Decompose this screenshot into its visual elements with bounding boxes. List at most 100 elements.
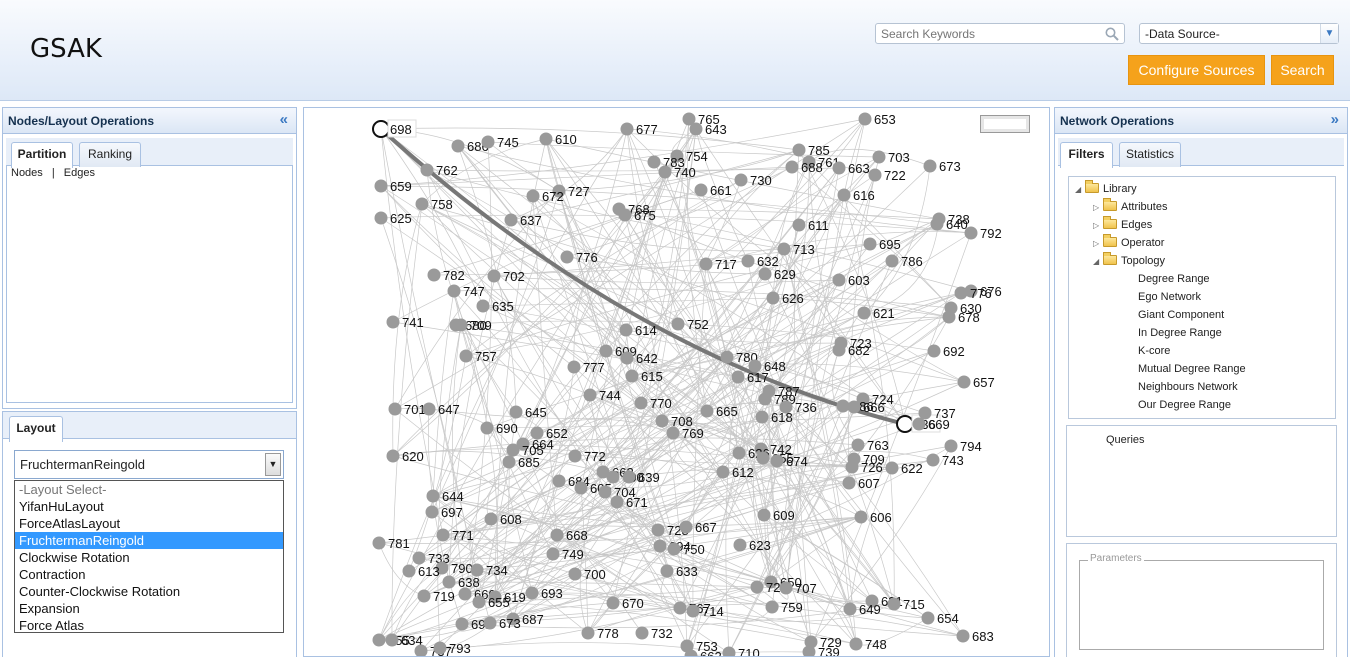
graph-node[interactable] [412,551,426,565]
graph-node[interactable] [433,641,447,655]
graph-node[interactable] [686,604,700,618]
tab-filters[interactable]: Filters [1060,142,1113,168]
graph-node[interactable] [679,520,693,534]
graph-node[interactable] [454,318,468,332]
layout-option[interactable]: -Layout Select- [19,482,107,497]
graph-node[interactable] [758,392,772,406]
chevron-down-icon[interactable]: ▼ [265,453,281,476]
graph-node[interactable] [732,446,746,460]
graph-node[interactable] [599,344,613,358]
graph-node[interactable] [455,617,469,631]
graph-node[interactable] [944,439,958,453]
graph-node[interactable] [488,590,502,604]
graph-node[interactable] [863,237,877,251]
collapse-right-icon[interactable]: » [1330,111,1339,128]
graph-node[interactable] [484,512,498,526]
graph-node[interactable] [516,437,530,451]
graph-node[interactable] [386,315,400,329]
graph-node[interactable] [766,291,780,305]
graph-node[interactable] [483,616,497,630]
graph-node[interactable] [606,596,620,610]
graph-node[interactable] [647,155,661,169]
collapsed-arrow-icon[interactable]: ▷ [1093,203,1100,212]
layout-option[interactable]: YifanHuLayout [19,499,104,514]
graph-node[interactable] [836,399,850,413]
graph-node[interactable] [567,360,581,374]
graph-node[interactable] [785,160,799,174]
graph-node[interactable] [856,392,870,406]
graph-node[interactable] [374,179,388,193]
graph-node[interactable] [415,197,429,211]
chevron-down-icon[interactable]: ▼ [1320,24,1338,43]
graph-node[interactable] [757,508,771,522]
graph-node[interactable] [680,639,694,653]
graph-node[interactable] [487,269,501,283]
graph-node[interactable] [546,547,560,561]
tab-layout[interactable]: Layout [9,416,63,442]
search-field[interactable] [875,23,1125,44]
graph-node[interactable] [832,161,846,175]
graph-node[interactable] [372,120,390,138]
graph-node[interactable] [684,649,698,657]
graph-node[interactable] [420,163,434,177]
layout-option[interactable]: Counter-Clockwise Rotation [19,584,181,599]
graph-node[interactable] [417,589,431,603]
graph-node[interactable] [425,505,439,519]
graph-node[interactable] [722,646,736,657]
graph-node[interactable] [849,637,863,651]
graph-node[interactable] [427,268,441,282]
graph-node[interactable] [502,455,516,469]
graph-node[interactable] [504,213,518,227]
graph-node[interactable] [658,165,672,179]
filter-mutual-degree-range[interactable]: Mutual Degree Range [1138,363,1246,375]
graph-node[interactable] [921,611,935,625]
graph-node[interactable] [845,460,859,474]
data-source-select[interactable]: -Data Source- ▼ [1139,23,1339,44]
graph-node[interactable] [930,217,944,231]
graph-node[interactable] [755,410,769,424]
graph-node[interactable] [526,189,540,203]
graph-node[interactable] [750,580,764,594]
graph-node[interactable] [865,594,879,608]
graph-node[interactable] [885,461,899,475]
graph-node[interactable] [923,159,937,173]
graph-node[interactable] [756,451,770,465]
graph-node[interactable] [509,405,523,419]
search-icon[interactable] [1104,26,1120,42]
graph-node[interactable] [918,406,932,420]
graph-node[interactable] [422,402,436,416]
graph-node[interactable] [716,465,730,479]
graph-node[interactable] [912,417,926,431]
graph-node[interactable] [666,426,680,440]
network-graph[interactable]: 6986366867456106777656436537547837407857… [303,107,1050,657]
graph-node[interactable] [634,396,648,410]
graph-node[interactable] [832,343,846,357]
tab-partition[interactable]: Partition [11,142,73,168]
graph-node[interactable] [402,564,416,578]
graph-node[interactable] [620,351,634,365]
graph-node[interactable] [957,375,971,389]
layout-option[interactable]: Clockwise Rotation [19,550,130,565]
graph-node[interactable] [694,183,708,197]
layout-option-selected[interactable]: FruchtermanReingold [15,532,283,549]
graph-node[interactable] [700,404,714,418]
graph-node[interactable] [764,575,778,589]
graph-node[interactable] [872,150,886,164]
tree-item-library[interactable]: ◢ Library [1075,180,1137,198]
graph-node[interactable] [660,564,674,578]
graph-node[interactable] [568,449,582,463]
graph-node[interactable] [804,635,818,649]
graph-node[interactable] [442,575,456,589]
graph-node[interactable] [896,415,914,433]
filter-our-degree-range[interactable]: Our Degree Range [1138,399,1231,411]
graph-node[interactable] [374,211,388,225]
graph-node[interactable] [476,299,490,313]
graph-node[interactable] [731,370,745,384]
graph-node[interactable] [792,143,806,157]
graph-node[interactable] [765,600,779,614]
graph-node[interactable] [414,644,428,657]
tree-item-attributes[interactable]: ▷ Attributes [1093,198,1167,216]
tab-statistics[interactable]: Statistics [1119,142,1181,167]
expanded-arrow-icon[interactable]: ◢ [1075,185,1082,194]
graph-node[interactable] [673,601,687,615]
